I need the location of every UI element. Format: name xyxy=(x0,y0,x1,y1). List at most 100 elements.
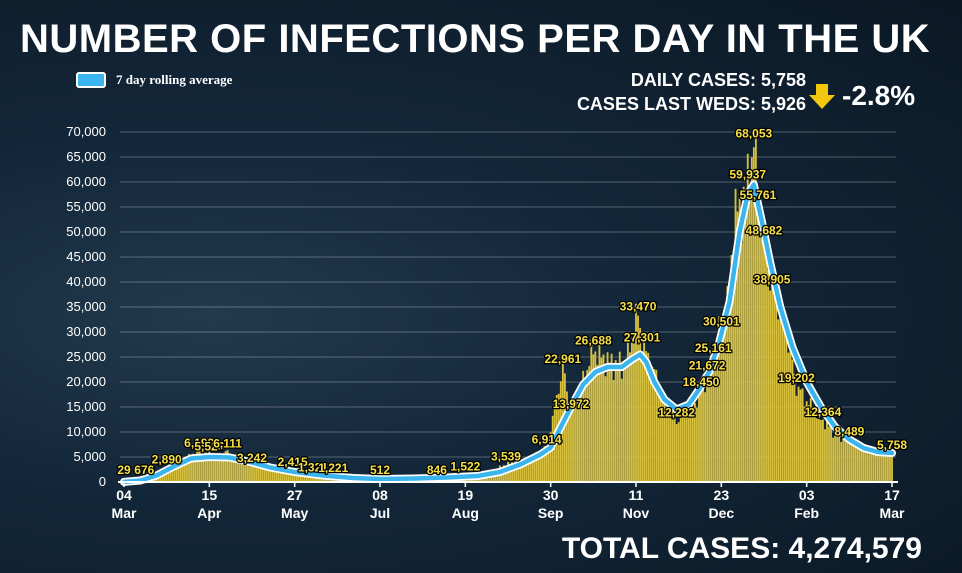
daily-bar xyxy=(663,394,666,482)
data-label: 2,415 xyxy=(278,455,308,469)
daily-bar xyxy=(608,362,611,482)
daily-bar xyxy=(838,430,841,482)
daily-bar xyxy=(184,459,186,482)
daily-bar xyxy=(783,321,786,482)
data-label: 59,937 xyxy=(729,167,766,181)
daily-bar xyxy=(622,366,625,482)
daily-bar xyxy=(578,392,581,482)
legend: 7 day rolling average xyxy=(76,72,232,88)
daily-bar xyxy=(744,188,747,482)
daily-bar xyxy=(679,418,682,482)
daily-bar xyxy=(519,459,522,482)
daily-bar xyxy=(852,444,855,482)
data-label: 676 xyxy=(134,463,154,477)
daily-bar xyxy=(639,327,641,482)
daily-bar xyxy=(862,446,865,482)
daily-bar xyxy=(165,469,168,482)
daily-bar xyxy=(854,439,857,482)
daily-bar xyxy=(525,460,528,482)
data-label: 33,470 xyxy=(620,300,657,314)
daily-bar xyxy=(779,315,782,482)
data-label: 29 xyxy=(117,463,131,477)
x-tick-day: 19 xyxy=(458,487,474,503)
daily-bar xyxy=(588,366,591,482)
daily-bar xyxy=(797,386,800,482)
daily-bar xyxy=(724,330,727,482)
daily-bar xyxy=(673,414,676,482)
daily-bar xyxy=(700,388,702,482)
daily-bar xyxy=(769,290,772,482)
data-label: 512 xyxy=(370,463,390,477)
daily-bar xyxy=(785,338,788,482)
data-label: 12,282 xyxy=(658,406,695,420)
daily-bar xyxy=(265,468,268,482)
daily-bar xyxy=(222,456,225,482)
daily-bar xyxy=(817,407,820,482)
data-label: 5,526 xyxy=(194,439,224,453)
daily-bar xyxy=(303,473,306,482)
y-tick-label: 40,000 xyxy=(66,274,106,289)
daily-bar xyxy=(761,239,763,482)
daily-bar xyxy=(572,403,574,482)
x-tick-month: Apr xyxy=(197,505,222,521)
daily-bar xyxy=(889,453,891,482)
daily-bar xyxy=(602,354,605,482)
daily-bar xyxy=(242,459,245,482)
daily-bar xyxy=(746,153,749,482)
daily-bar xyxy=(261,466,264,482)
daily-bar xyxy=(566,391,568,482)
daily-bar xyxy=(830,425,832,482)
daily-cases: DAILY CASES: 5,758 xyxy=(630,70,806,90)
data-label: 25,161 xyxy=(695,341,732,355)
daily-bar xyxy=(740,243,743,482)
daily-bar xyxy=(742,186,745,483)
daily-bar xyxy=(840,441,843,482)
daily-bar xyxy=(685,416,688,482)
daily-bar xyxy=(244,461,247,482)
x-tick-day: 23 xyxy=(714,487,730,503)
y-tick-label: 10,000 xyxy=(66,424,106,439)
daily-bar xyxy=(643,341,646,482)
daily-bar xyxy=(866,449,869,482)
daily-bar xyxy=(826,418,828,482)
daily-bar xyxy=(604,376,607,482)
daily-bar xyxy=(850,441,853,482)
daily-bar xyxy=(596,364,599,482)
daily-bar xyxy=(628,352,631,482)
daily-bar xyxy=(529,461,532,482)
daily-bar xyxy=(612,379,615,482)
daily-bar xyxy=(775,300,778,482)
daily-bar xyxy=(212,456,215,482)
daily-bar xyxy=(513,465,516,482)
daily-bar xyxy=(279,467,282,482)
daily-bar xyxy=(584,382,587,482)
y-tick-label: 20,000 xyxy=(66,374,106,389)
daily-bar xyxy=(216,455,219,482)
legend-swatch xyxy=(76,72,106,88)
daily-bar xyxy=(188,454,190,482)
daily-bar xyxy=(811,414,814,482)
daily-bar xyxy=(240,461,243,482)
daily-bar xyxy=(310,475,312,482)
data-label: 68,053 xyxy=(735,127,772,141)
daily-bar xyxy=(283,468,286,482)
daily-bar xyxy=(271,466,274,482)
daily-bar xyxy=(759,223,761,482)
daily-bar xyxy=(803,406,806,482)
data-label: 6,199 xyxy=(184,436,214,450)
x-tick-day: 17 xyxy=(884,487,900,503)
daily-bar xyxy=(677,422,680,482)
daily-bar xyxy=(620,378,623,482)
daily-bar xyxy=(210,457,213,482)
daily-bar xyxy=(549,432,552,482)
daily-bar xyxy=(263,465,266,482)
daily-bar xyxy=(259,466,262,482)
daily-bar xyxy=(576,405,578,482)
daily-bar xyxy=(598,339,601,482)
data-label: 8,489 xyxy=(834,425,864,439)
daily-bar xyxy=(218,458,221,482)
daily-bar xyxy=(681,410,684,482)
daily-bar xyxy=(874,450,877,482)
daily-bar xyxy=(704,392,706,482)
